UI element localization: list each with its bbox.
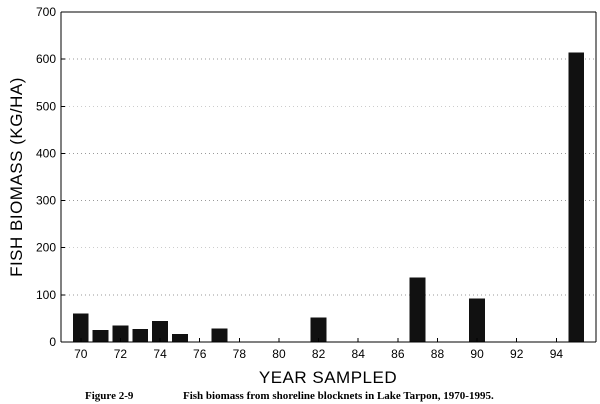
bar	[152, 320, 168, 342]
figure-caption: Fish biomass from shoreline blocknets in…	[183, 390, 494, 402]
y-axis-ticks: 0 100 200 300 400 500 600 700	[36, 5, 65, 349]
y-tick-label: 200	[36, 241, 56, 255]
x-tick-label: 80	[272, 347, 286, 361]
bar	[92, 330, 109, 342]
bar	[469, 298, 486, 342]
x-tick-label: 84	[352, 347, 366, 361]
y-tick-label: 300	[36, 194, 56, 208]
bars	[72, 52, 585, 343]
y-tick-label: 400	[36, 146, 56, 160]
x-tick-label: 92	[510, 347, 524, 361]
bar	[132, 328, 149, 342]
x-tick-label: 88	[431, 347, 445, 361]
x-axis-title: YEAR SAMPLED	[259, 368, 397, 387]
x-tick-label: 90	[470, 347, 484, 361]
figure-number: Figure 2-9	[85, 390, 134, 402]
bar	[211, 328, 228, 342]
x-tick-label: 82	[312, 347, 326, 361]
y-tick-label: 500	[36, 99, 56, 113]
bar	[72, 313, 89, 342]
bar	[310, 317, 327, 342]
y-axis-title: FISH BIOMASS (KG/HA)	[7, 77, 26, 277]
y-tick-label: 700	[36, 5, 56, 19]
x-tick-label: 78	[233, 347, 247, 361]
x-tick-label: 76	[193, 347, 207, 361]
x-tick-label: 94	[550, 347, 564, 361]
y-tick-label: 600	[36, 52, 56, 66]
x-tick-label: 74	[153, 347, 167, 361]
x-axis-ticks: 70 72 74 76 78 80 82 84 86 88 90 92 94	[74, 338, 563, 361]
axes	[60, 11, 597, 343]
x-tick-label: 86	[391, 347, 405, 361]
x-tick-label: 72	[114, 347, 128, 361]
y-tick-label: 100	[36, 288, 56, 302]
bar	[171, 333, 188, 342]
bar	[568, 52, 585, 343]
bar	[112, 325, 129, 342]
bar	[409, 277, 426, 342]
gridlines	[61, 58, 596, 296]
x-tick-label: 70	[74, 347, 88, 361]
y-tick-label: 0	[49, 335, 56, 349]
